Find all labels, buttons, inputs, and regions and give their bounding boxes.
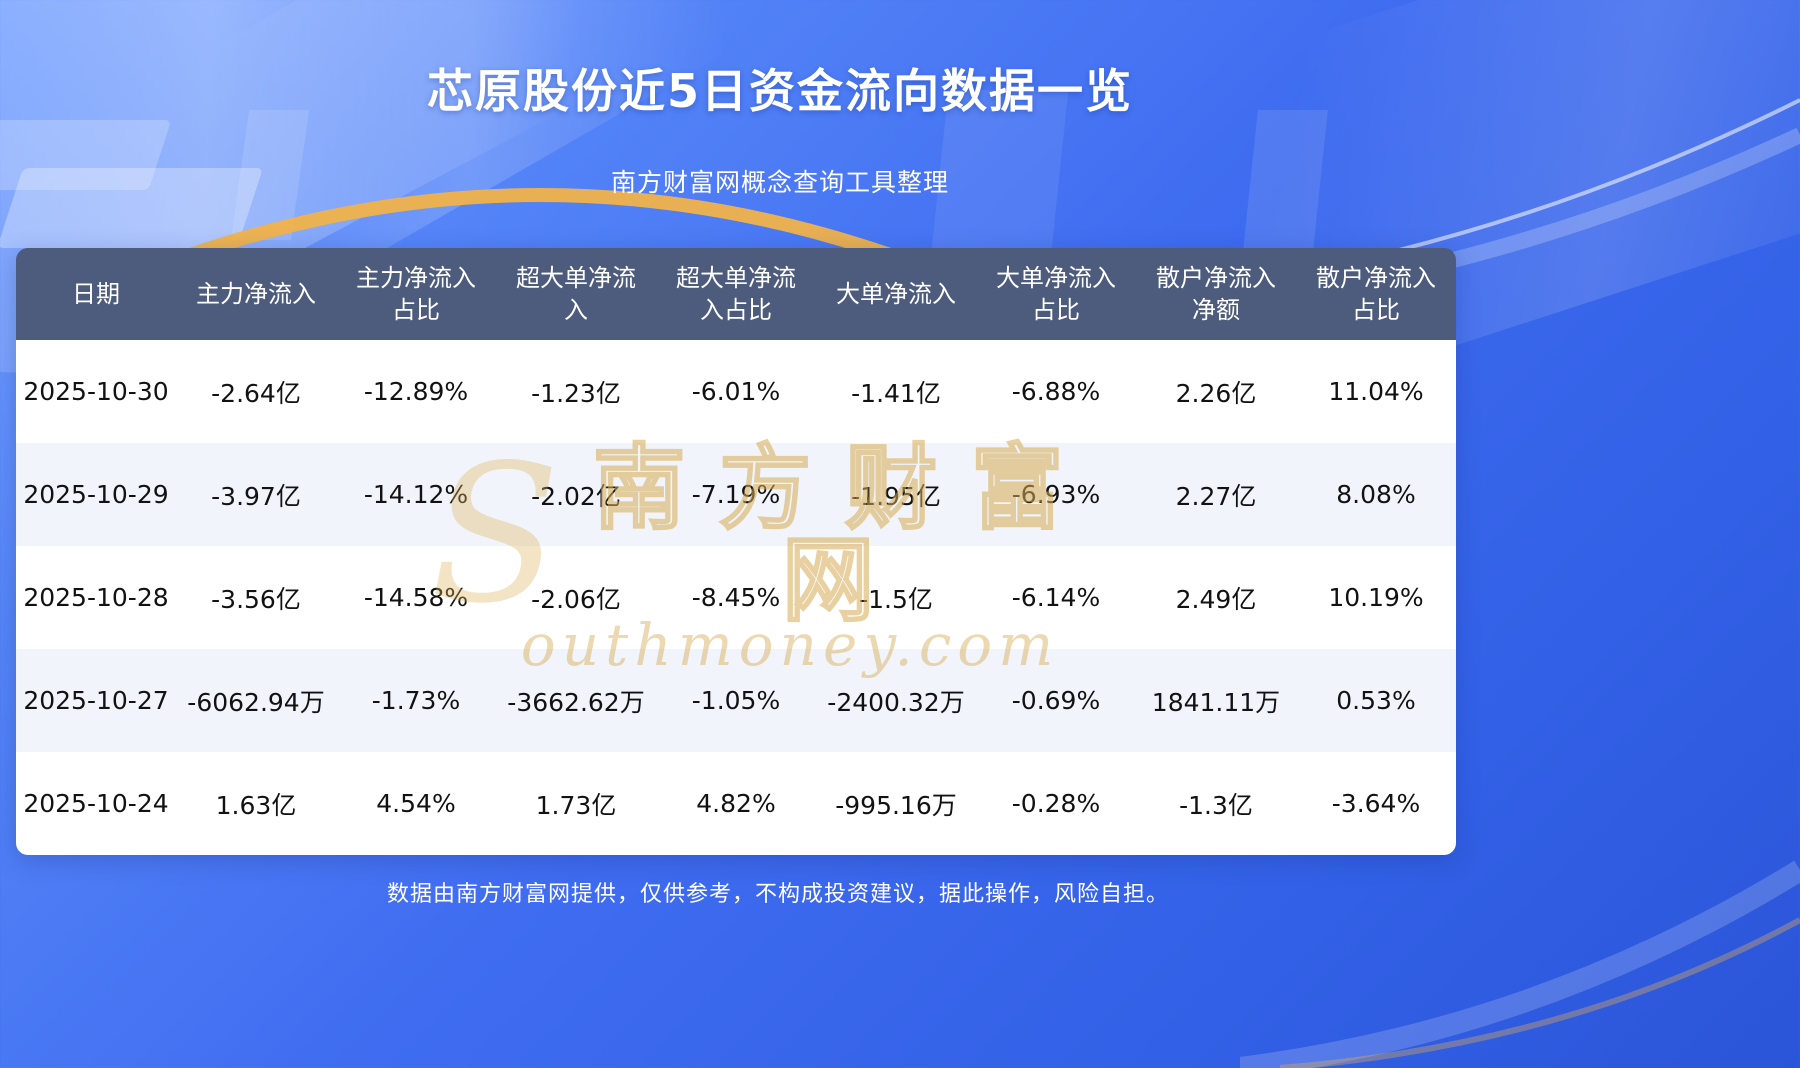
value-cell: 4.54% (376, 789, 456, 818)
column-header: 主力净流入 (196, 279, 316, 308)
value-cell: 0.53% (1336, 686, 1416, 715)
table-row: 2025-10-28 -3.56亿 -14.58% -2.06亿 -8.45% -1.5亿… (16, 546, 1456, 649)
value-cell: -1.3亿 (1179, 790, 1253, 820)
date-cell: 2025-10-28 (23, 583, 169, 612)
value-cell: -2.02亿 (531, 481, 621, 511)
value-cell: -1.95亿 (851, 481, 941, 511)
value-cell: -6.14% (1011, 583, 1101, 612)
value-cell: -14.12% (363, 480, 469, 509)
value-cell: -3662.62万 (507, 687, 645, 717)
column-header: 主力净流入占比 (356, 263, 476, 324)
column-header: 超大单净流入占比 (676, 263, 796, 324)
column-header: 大单净流入占比 (996, 263, 1116, 324)
column-header: 超大单净流入 (516, 263, 636, 324)
column-header: 散户净流入占比 (1316, 263, 1436, 324)
value-cell: -1.73% (371, 686, 461, 715)
value-cell: -2.06亿 (531, 584, 621, 614)
value-cell: -2.64亿 (211, 378, 301, 408)
table-header-row: 日期 主力净流入 主力净流入占比 超大单净流入 超大单净流入占比 大单净流入 大单净流入占比… (16, 248, 1456, 340)
value-cell: 2.26亿 (1175, 378, 1257, 408)
table-row: 2025-10-27 -6062.94万 -1.73% -3662.62万 -1.05%… (16, 649, 1456, 752)
value-cell: -6.01% (691, 377, 781, 406)
value-cell: 2.27亿 (1175, 481, 1257, 511)
value-cell: -6.93% (1011, 480, 1101, 509)
value-cell: 10.19% (1328, 583, 1424, 612)
value-cell: 11.04% (1328, 377, 1424, 406)
table-body: 2025-10-30 -2.64亿 -12.89% -1.23亿 -6.01% -1.41… (16, 340, 1456, 855)
value-cell: -3.56亿 (211, 584, 301, 614)
date-cell: 2025-10-27 (23, 686, 169, 715)
value-cell: 1.63亿 (215, 790, 297, 820)
page-title: 芯原股份近5日资金流向数据一览 (426, 64, 1133, 118)
value-cell: -0.69% (1011, 686, 1101, 715)
capital-flow-table: 日期 主力净流入 主力净流入占比 超大单净流入 超大单净流入占比 大单净流入 大单净流入占比… (16, 248, 1456, 855)
header-zone: 芯原股份近5日资金流向数据一览 南方财富网概念查询工具整理 (0, 0, 1560, 199)
value-cell: -6062.94万 (187, 687, 325, 717)
value-cell: -3.64% (1331, 789, 1421, 818)
value-cell: -3.97亿 (211, 481, 301, 511)
column-header: 日期 (72, 279, 120, 308)
value-cell: -0.28% (1011, 789, 1101, 818)
value-cell: -1.5亿 (859, 584, 933, 614)
value-cell: 8.08% (1336, 480, 1416, 509)
value-cell: 1.73亿 (535, 790, 617, 820)
value-cell: 1841.11万 (1151, 687, 1281, 717)
value-cell: -12.89% (363, 377, 469, 406)
column-header: 大单净流入 (836, 279, 956, 308)
column-header: 散户净流入净额 (1156, 263, 1276, 324)
table-row: 2025-10-30 -2.64亿 -12.89% -1.23亿 -6.01% -1.41… (16, 340, 1456, 443)
value-cell: -8.45% (691, 583, 781, 612)
value-cell: -995.16万 (835, 790, 957, 820)
value-cell: 2.49亿 (1175, 584, 1257, 614)
date-cell: 2025-10-29 (23, 480, 169, 509)
value-cell: -1.23亿 (531, 378, 621, 408)
date-cell: 2025-10-24 (23, 789, 169, 818)
page-subtitle: 南方财富网概念查询工具整理 (610, 168, 949, 197)
value-cell: -1.41亿 (851, 378, 941, 408)
value-cell: -6.88% (1011, 377, 1101, 406)
value-cell: -2400.32万 (827, 687, 965, 717)
footer-disclaimer: 数据由南方财富网提供，仅供参考，不构成投资建议，据此操作，风险自担。 (386, 882, 1169, 907)
value-cell: 4.82% (696, 789, 776, 818)
value-cell: -7.19% (691, 480, 781, 509)
table-row: 2025-10-29 -3.97亿 -14.12% -2.02亿 -7.19% -1.95… (16, 443, 1456, 546)
value-cell: -1.05% (691, 686, 781, 715)
table-row: 2025-10-24 1.63亿 4.54% 1.73亿 4.82% -995.16万 -0… (16, 752, 1456, 855)
bottom-right-curve-decoration (1240, 860, 1800, 1068)
date-cell: 2025-10-30 (23, 377, 169, 406)
value-cell: -14.58% (363, 583, 469, 612)
